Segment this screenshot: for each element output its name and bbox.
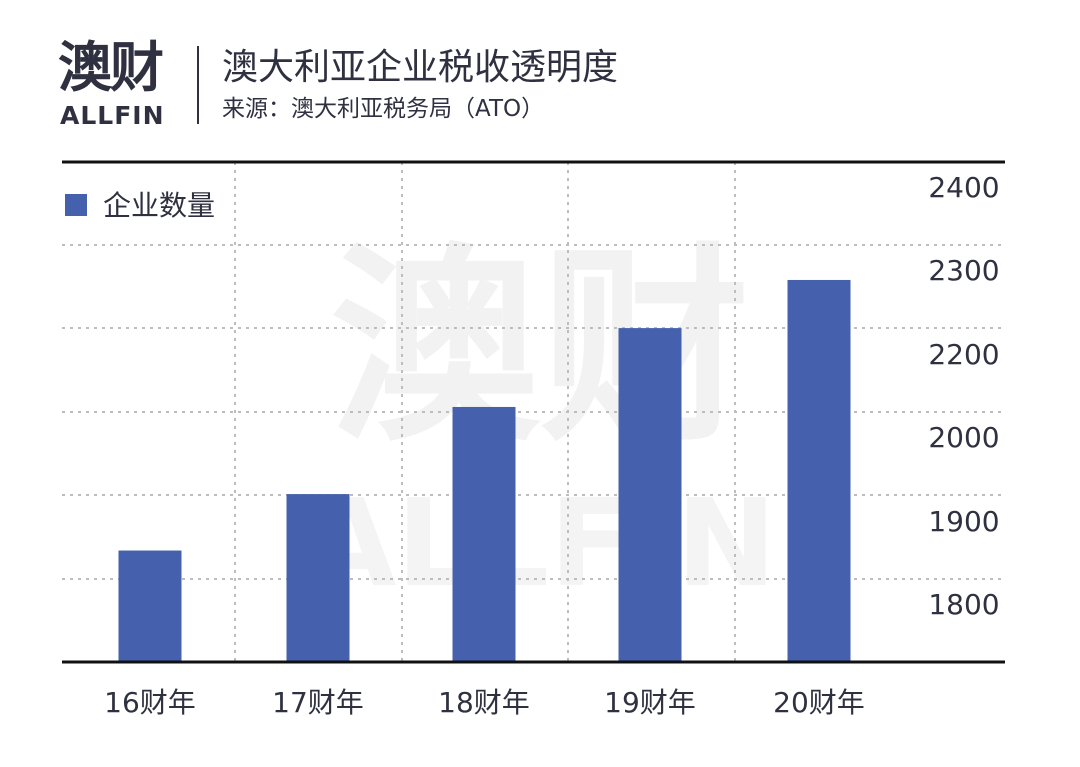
chart-source: 来源：澳大利亚税务局（ATO） [222, 96, 545, 122]
x-tick-label: 20财年 [773, 686, 865, 719]
bar-20财年 [787, 279, 851, 662]
y-tick-label: 2300 [928, 254, 999, 287]
y-tick-label: 1900 [928, 505, 999, 538]
bars [118, 279, 851, 662]
logo-cn-text: 澳财 [58, 36, 164, 99]
legend-swatch [65, 194, 87, 216]
legend: 企业数量 [65, 189, 215, 222]
y-tick-label: 2400 [928, 171, 999, 204]
header-divider [197, 46, 199, 124]
bar-18财年 [452, 406, 516, 662]
chart-title: 澳大利亚企业税收透明度 [222, 47, 619, 88]
axes [62, 160, 1005, 664]
x-tick-label: 17财年 [272, 686, 364, 719]
x-tick-label: 16财年 [104, 686, 196, 719]
legend-label: 企业数量 [103, 189, 215, 222]
tick-labels: 2400 2300 2200 2000 1900 1800 16财年 17财年 18财年 19财年… [104, 171, 999, 719]
bar-19财年 [618, 328, 682, 662]
y-tick-label: 2200 [928, 338, 999, 371]
x-tick-label: 18财年 [438, 686, 530, 719]
logo-en-text: ALLFIN [60, 101, 165, 130]
watermark-en-text: ALLFIN [304, 475, 777, 614]
bar-17财年 [286, 494, 350, 662]
allfin-logo: 澳财 ALLFIN [58, 36, 188, 130]
bar-16财年 [118, 550, 182, 662]
x-tick-label: 19财年 [604, 686, 696, 719]
y-tick-label: 2000 [928, 421, 999, 454]
y-tick-label: 1800 [928, 588, 999, 621]
watermark-cn-text: 澳财 [330, 225, 750, 470]
